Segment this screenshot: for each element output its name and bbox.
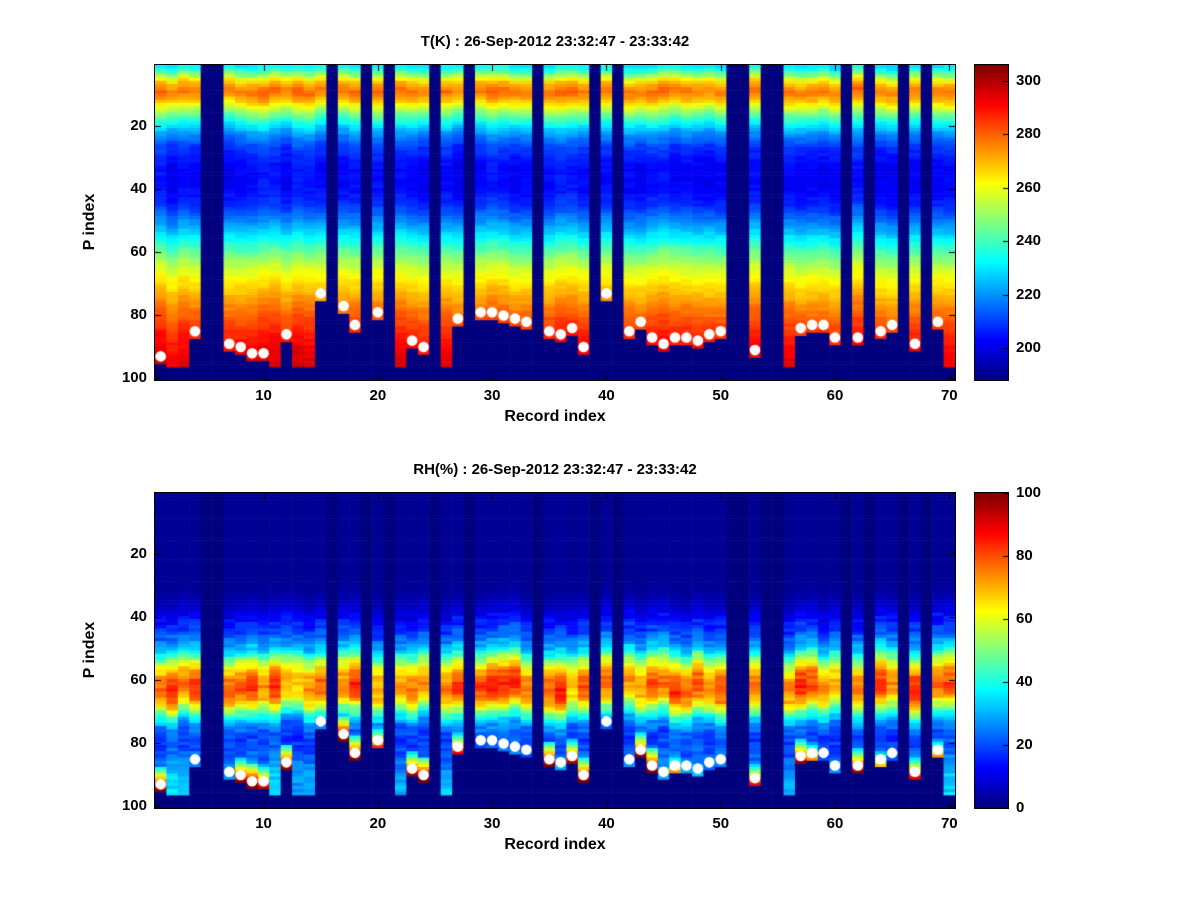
y-tick-label: 80 (130, 306, 147, 324)
y-tick-label: 20 (130, 117, 147, 135)
x-tick-label: 10 (255, 815, 272, 832)
x-tick-label: 50 (712, 815, 730, 832)
humidity-chart-title: RH(%) : 26-Sep-2012 23:32:47 - 23:33:42 (413, 461, 697, 478)
temperature-heatmap-plot (154, 64, 956, 381)
colorbar-tick-label: 300 (1016, 72, 1042, 90)
temperature-chart-title: T(K) : 26-Sep-2012 23:32:47 - 23:33:42 (420, 33, 690, 50)
temperature-colorbar (974, 64, 1009, 381)
y-tick-label: 40 (130, 608, 147, 626)
humidity-y-axis-label: P index (81, 621, 98, 679)
colorbar-tick-label: 80 (1016, 547, 1033, 564)
x-tick-label: 40 (598, 815, 615, 832)
y-tick-label: 60 (130, 243, 147, 261)
x-tick-label: 10 (255, 387, 272, 404)
y-tick-label: 40 (130, 180, 147, 198)
colorbar-tick-label: 240 (1016, 232, 1042, 250)
colorbar-tick-label: 40 (1016, 673, 1033, 690)
x-tick-label: 30 (483, 815, 501, 832)
colorbar-tick-label: 220 (1016, 285, 1042, 303)
colorbar-tick-label: 0 (1016, 799, 1025, 816)
y-tick-label: 80 (130, 734, 147, 752)
x-tick-label: 70 (940, 815, 958, 832)
colorbar-tick-label: 60 (1016, 610, 1033, 627)
colorbar-tick-label: 100 (1016, 484, 1042, 501)
colorbar-tick-label: 280 (1016, 125, 1042, 143)
colorbar-tick-label: 260 (1016, 178, 1042, 196)
temperature-y-axis-label: P index (81, 193, 98, 251)
x-tick-label: 70 (940, 387, 958, 404)
x-tick-label: 30 (483, 387, 501, 404)
y-tick-label: 20 (130, 545, 147, 563)
y-tick-label: 60 (130, 671, 147, 689)
x-tick-label: 40 (598, 387, 615, 404)
x-tick-label: 20 (369, 815, 387, 832)
temperature-x-axis-label: Record index (504, 408, 606, 425)
x-tick-label: 50 (712, 387, 730, 404)
x-tick-label: 60 (826, 815, 844, 832)
humidity-x-axis-label: Record index (504, 836, 606, 853)
humidity-heatmap-plot (154, 492, 956, 809)
x-tick-label: 20 (369, 387, 387, 404)
y-tick-label: 100 (121, 369, 147, 387)
humidity-colorbar (974, 492, 1009, 809)
y-tick-label: 100 (121, 797, 147, 815)
colorbar-tick-label: 200 (1016, 338, 1042, 356)
colorbar-tick-label: 20 (1016, 736, 1033, 753)
x-tick-label: 60 (826, 387, 844, 404)
